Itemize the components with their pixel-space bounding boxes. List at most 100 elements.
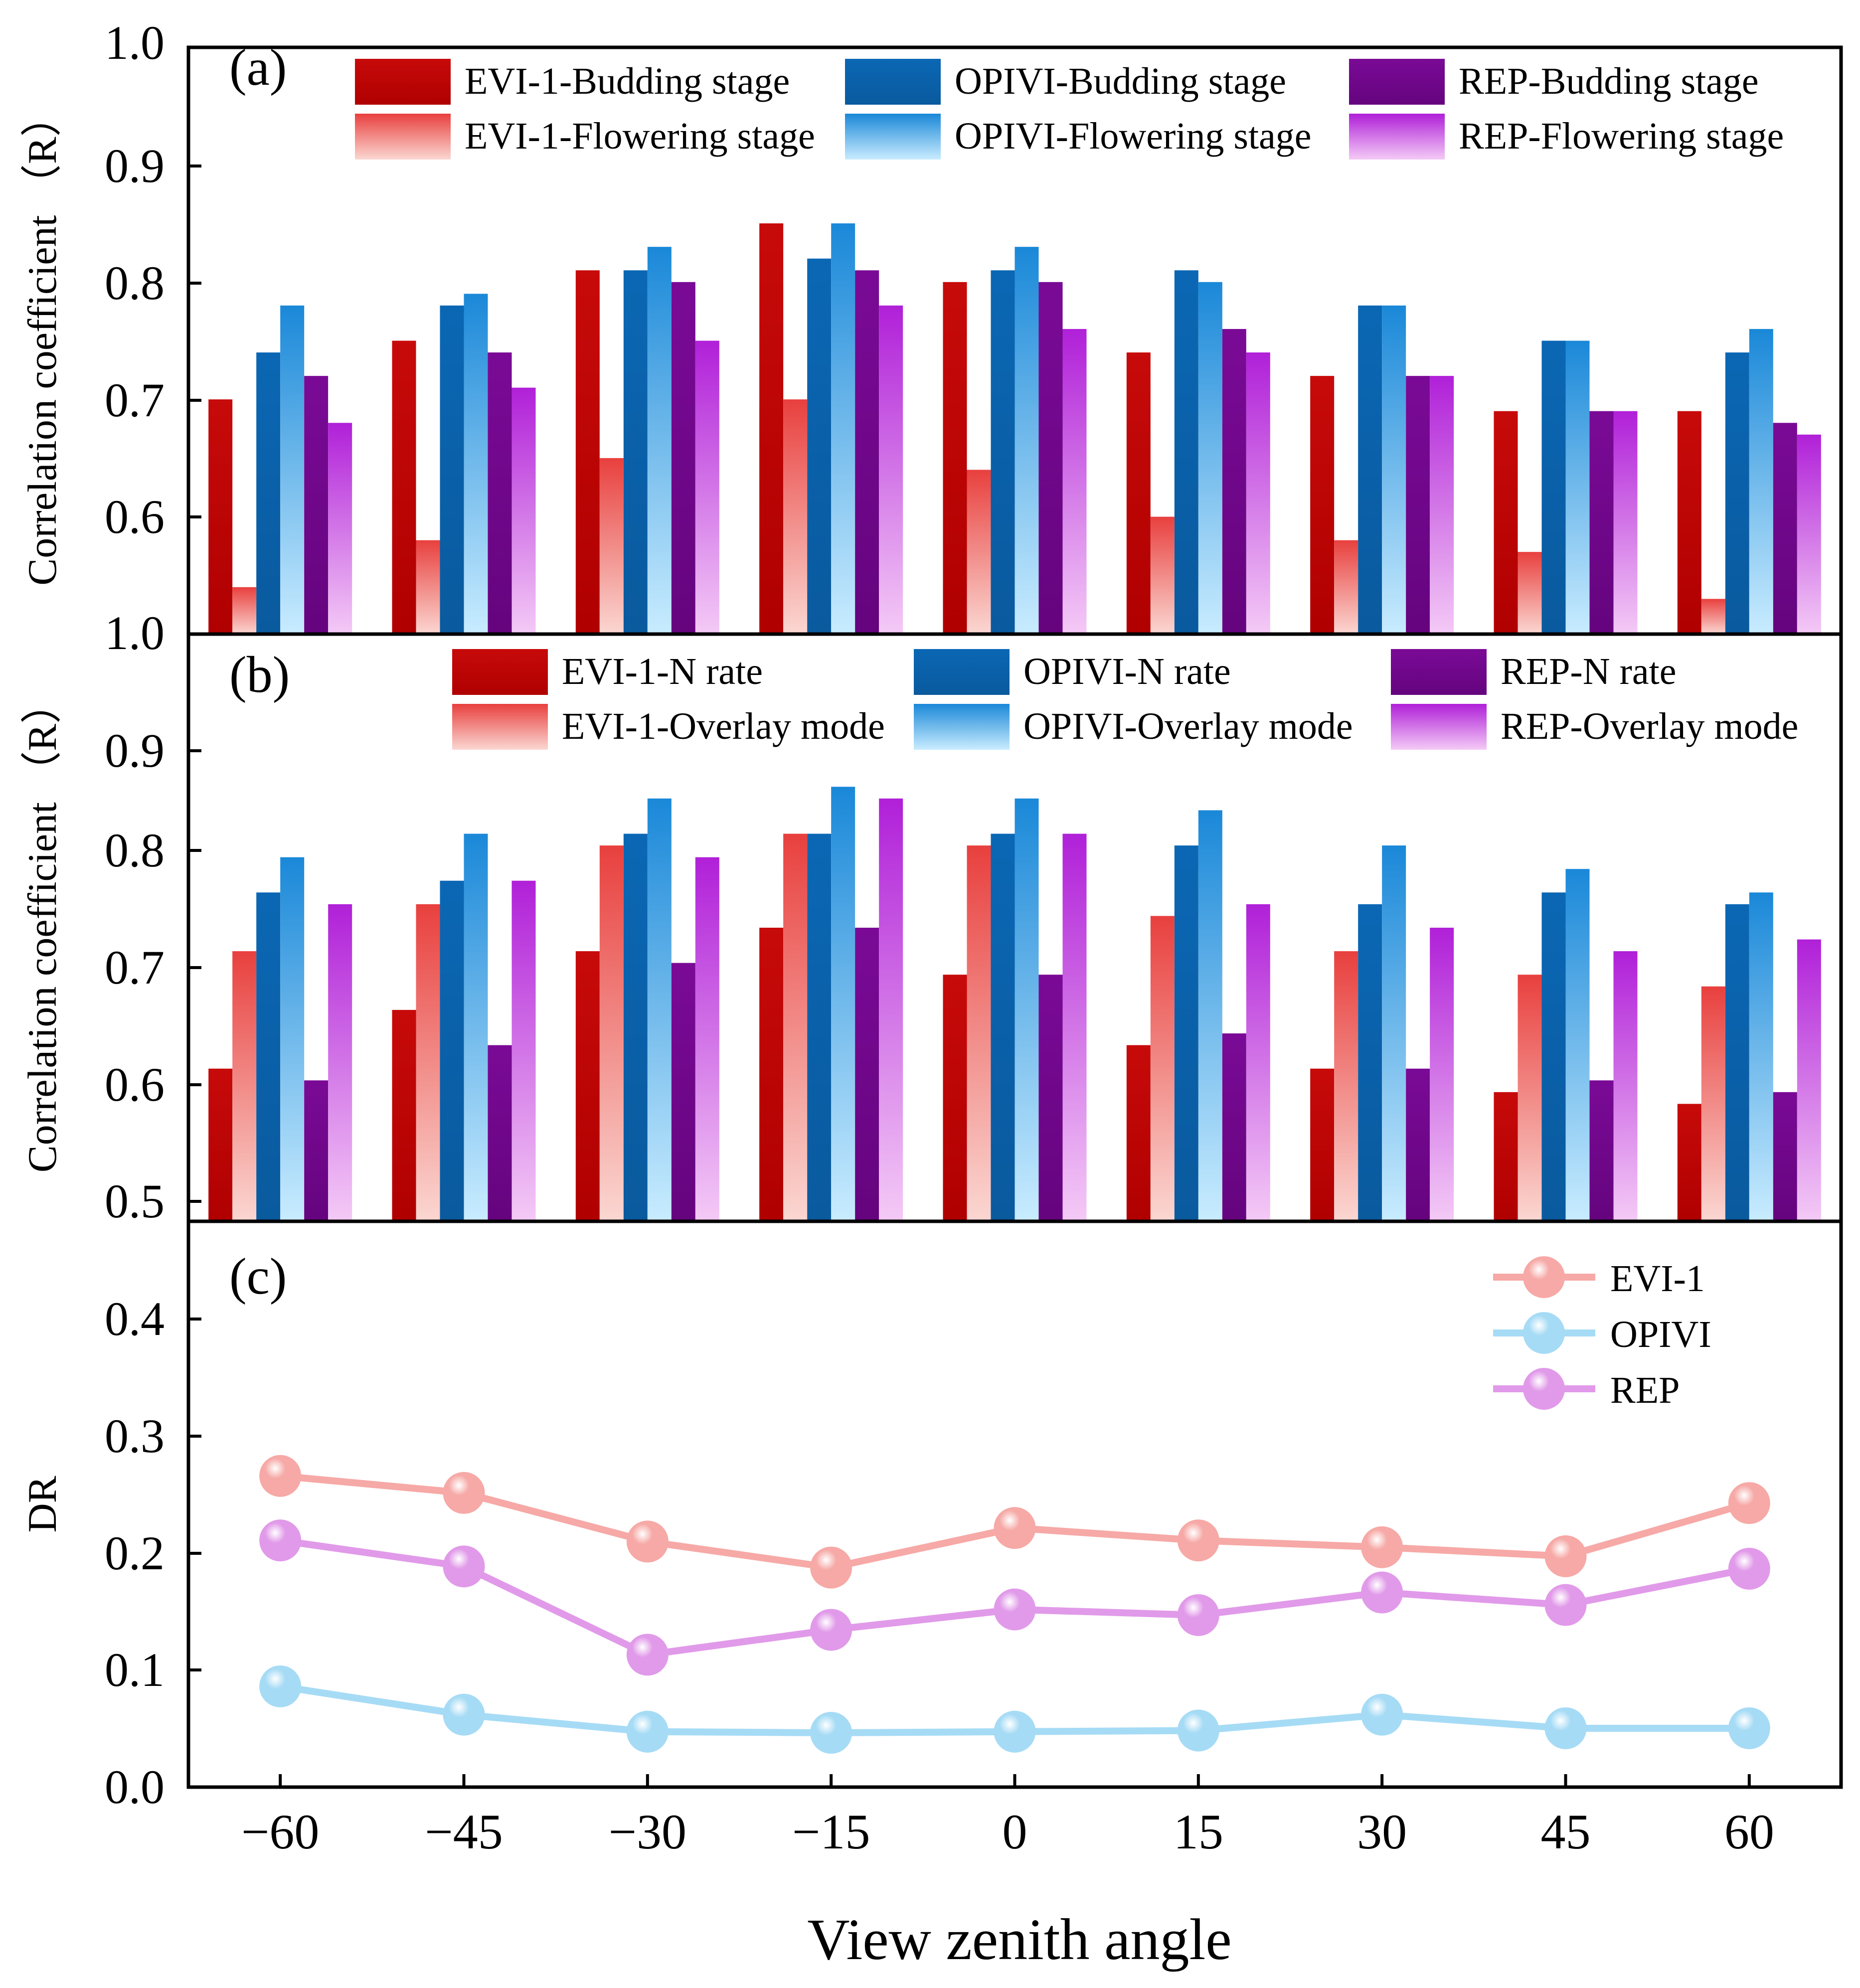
bar-opivi-flowering-stage bbox=[831, 223, 855, 635]
bar-rep-flowering-stage bbox=[1062, 329, 1087, 634]
point-rep bbox=[443, 1545, 485, 1588]
bar-evi-1-overlay-mode bbox=[416, 904, 440, 1221]
point-opivi bbox=[1361, 1693, 1403, 1736]
bar-rep-n-rate bbox=[304, 1080, 329, 1221]
bar-evi-1-n-rate bbox=[208, 1068, 233, 1221]
bar-opivi-overlay-mode bbox=[647, 798, 672, 1221]
point-evi-1 bbox=[626, 1520, 669, 1563]
panel-label: (c) bbox=[229, 1248, 287, 1305]
point-evi-1 bbox=[994, 1507, 1036, 1549]
y-tick-label: 0.8 bbox=[105, 824, 165, 877]
bar-evi-1-n-rate bbox=[392, 1009, 416, 1221]
point-evi-1 bbox=[1361, 1526, 1403, 1568]
bar-evi-1-budding-stage bbox=[943, 282, 967, 634]
bar-opivi-flowering-stage bbox=[647, 247, 672, 634]
bar-rep-budding-stage bbox=[671, 282, 695, 634]
bar-rep-n-rate bbox=[1038, 975, 1063, 1221]
bar-opivi-budding-stage bbox=[807, 258, 832, 634]
bar-evi-1-budding-stage bbox=[392, 340, 416, 634]
bar-opivi-budding-stage bbox=[1725, 352, 1749, 634]
bar-evi-1-flowering-stage bbox=[1334, 540, 1358, 634]
bar-rep-overlay-mode bbox=[1613, 951, 1638, 1221]
bar-evi-1-n-rate bbox=[1494, 1092, 1518, 1221]
bar-opivi-overlay-mode bbox=[831, 787, 855, 1221]
legend-swatch-rep-n-rate bbox=[1391, 649, 1487, 695]
point-evi-1 bbox=[1544, 1535, 1587, 1577]
legend-marker-opivi bbox=[1523, 1312, 1565, 1354]
bar-evi-1-overlay-mode bbox=[1150, 916, 1175, 1221]
y-tick-label: 0.8 bbox=[105, 256, 165, 310]
bar-opivi-flowering-stage bbox=[464, 294, 488, 634]
bar-opivi-flowering-stage bbox=[1015, 247, 1039, 634]
legend-label: OPIVI bbox=[1610, 1314, 1711, 1355]
y-tick-label: 0.1 bbox=[105, 1643, 165, 1696]
panel-b: 0.5 0.6 0.7 0.8 0.9 Correlation coefficient （… bbox=[19, 632, 1843, 1228]
bar-opivi-overlay-mode bbox=[1565, 869, 1590, 1221]
bar-rep-overlay-mode bbox=[511, 880, 536, 1221]
bar-opivi-budding-stage bbox=[1541, 340, 1566, 634]
plot-frame bbox=[186, 1219, 1843, 1789]
x-axis-title: View zenith angle bbox=[807, 1907, 1231, 1972]
bar-opivi-budding-stage bbox=[256, 352, 281, 634]
bar-opivi-flowering-stage bbox=[1749, 329, 1773, 634]
bar-evi-1-flowering-stage bbox=[1150, 516, 1175, 634]
point-rep bbox=[1177, 1594, 1219, 1636]
y-axis-title: Correlation coefficient （R） bbox=[19, 96, 65, 585]
y-tick-label: 0.5 bbox=[105, 1174, 165, 1228]
legend-label: REP-N rate bbox=[1501, 651, 1676, 692]
bar-rep-flowering-stage bbox=[1613, 411, 1638, 634]
panel-label: (a) bbox=[229, 39, 287, 96]
x-tick-label: 0 bbox=[1003, 1804, 1027, 1859]
bar-opivi-n-rate bbox=[256, 892, 281, 1221]
bar-opivi-n-rate bbox=[1541, 892, 1566, 1221]
bar-rep-overlay-mode bbox=[328, 904, 352, 1221]
point-evi-1 bbox=[1728, 1482, 1770, 1524]
bar-opivi-n-rate bbox=[991, 833, 1015, 1221]
legend-swatch-opivi-budding-stage bbox=[845, 59, 941, 105]
y-tick-label: 0.7 bbox=[105, 373, 165, 427]
bar-rep-budding-stage bbox=[1589, 411, 1614, 634]
bar-opivi-flowering-stage bbox=[1198, 282, 1222, 634]
point-rep bbox=[810, 1609, 852, 1651]
bar-evi-1-n-rate bbox=[1310, 1068, 1335, 1221]
x-tick-label: −30 bbox=[609, 1804, 686, 1859]
bar-evi-1-budding-stage bbox=[208, 399, 233, 634]
legend-label: EVI-1-Overlay mode bbox=[562, 705, 885, 747]
x-tick-label: −60 bbox=[241, 1804, 319, 1859]
bar-rep-budding-stage bbox=[304, 376, 329, 634]
bar-rep-n-rate bbox=[855, 928, 879, 1221]
bar-evi-1-n-rate bbox=[575, 951, 600, 1221]
y-tick-label: 0.2 bbox=[105, 1526, 165, 1580]
bar-opivi-budding-stage bbox=[991, 270, 1015, 634]
y-tick-label: 1.0 bbox=[105, 606, 165, 660]
point-opivi bbox=[443, 1693, 485, 1736]
x-tick-label: 60 bbox=[1724, 1804, 1774, 1859]
point-rep bbox=[1361, 1571, 1403, 1614]
y-tick-label: 0.0 bbox=[105, 1760, 165, 1814]
bar-evi-1-n-rate bbox=[759, 928, 784, 1221]
bar-opivi-overlay-mode bbox=[280, 857, 305, 1221]
x-tick-label: 30 bbox=[1357, 1804, 1407, 1859]
x-tick-label: −15 bbox=[792, 1804, 870, 1859]
legend-swatch-opivi-overlay-mode bbox=[914, 704, 1010, 750]
legend-label: OPIVI-Flowering stage bbox=[955, 115, 1312, 157]
bar-opivi-overlay-mode bbox=[1198, 810, 1222, 1221]
legend-marker-evi-1 bbox=[1523, 1256, 1565, 1298]
bar-evi-1-n-rate bbox=[1126, 1045, 1151, 1221]
bar-evi-1-flowering-stage bbox=[1701, 599, 1725, 634]
bar-opivi-n-rate bbox=[1725, 904, 1749, 1221]
bar-opivi-flowering-stage bbox=[280, 305, 305, 634]
bar-rep-flowering-stage bbox=[1797, 434, 1821, 634]
point-opivi bbox=[1544, 1707, 1587, 1749]
bar-opivi-budding-stage bbox=[1358, 305, 1382, 634]
y-tick-label: 0.3 bbox=[105, 1409, 165, 1463]
bar-rep-flowering-stage bbox=[695, 340, 719, 634]
bar-evi-1-budding-stage bbox=[1310, 376, 1335, 634]
bar-rep-n-rate bbox=[1406, 1068, 1430, 1221]
bar-evi-1-budding-stage bbox=[575, 270, 600, 634]
legend-label: EVI-1-Budding stage bbox=[465, 60, 790, 102]
bar-opivi-n-rate bbox=[1358, 904, 1382, 1221]
bar-evi-1-overlay-mode bbox=[1518, 975, 1542, 1221]
y-tick-label: 0.4 bbox=[105, 1292, 165, 1345]
